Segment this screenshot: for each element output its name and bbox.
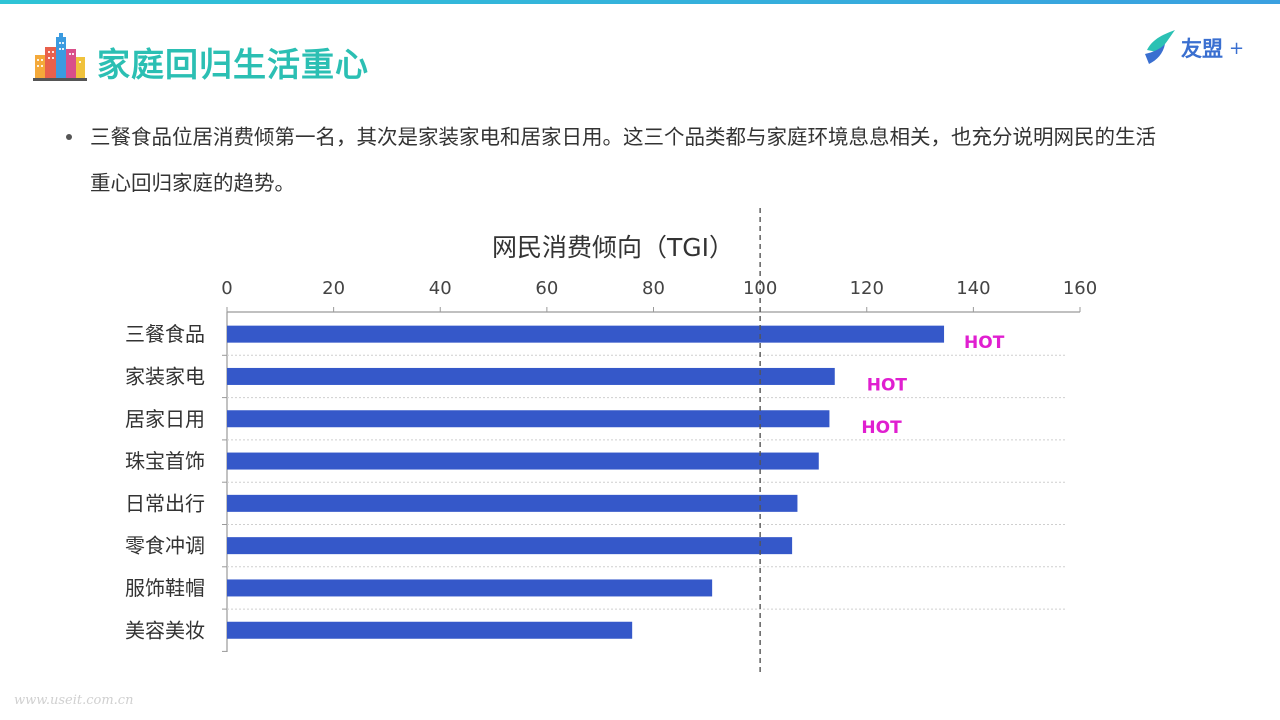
brand-name: 友盟: [1181, 37, 1223, 61]
x-tick-label-1: 20: [322, 278, 345, 299]
page-title: 家庭回归生活重心: [97, 45, 369, 84]
bar-5: [227, 537, 793, 555]
bar-0: [227, 325, 945, 343]
bar-3: [227, 452, 819, 470]
category-label-5: 零食冲调: [125, 534, 205, 558]
category-label-1: 家装家电: [125, 364, 205, 388]
bar-7: [227, 621, 633, 639]
brand-suffix: +: [1229, 37, 1245, 59]
brand-logo: 友盟 +: [1143, 26, 1244, 70]
category-label-7: 美容美妆: [125, 618, 205, 642]
category-label-0: 三餐食品: [125, 322, 205, 346]
category-label-2: 居家日用: [125, 407, 205, 431]
bar-1: [227, 367, 835, 385]
summary-bullet: 三餐食品位居消费倾第一名，其次是家装家电和居家日用。这三个品类都与家庭环境息息相…: [66, 114, 1176, 206]
x-tick-label-6: 120: [850, 278, 884, 299]
hot-annotation-0: HOT: [964, 333, 1005, 353]
city-buildings-icon: [33, 33, 87, 81]
bar-4: [227, 494, 798, 512]
x-tick-label-3: 60: [535, 278, 558, 299]
category-label-4: 日常出行: [125, 491, 205, 515]
x-tick-label-5: 100: [743, 278, 777, 299]
x-tick-label-7: 140: [956, 278, 990, 299]
x-tick-label-2: 40: [429, 278, 452, 299]
umeng-bird-icon: [1145, 30, 1175, 64]
chart-title: 网民消费倾向（TGI）: [491, 233, 735, 262]
bullet-dot-icon: [66, 134, 72, 140]
summary-text: 三餐食品位居消费倾第一名，其次是家装家电和居家日用。这三个品类都与家庭环境息息相…: [90, 125, 1156, 195]
bar-2: [227, 410, 830, 428]
chart-title-wrap: 网民消费倾向（TGI）: [0, 228, 1280, 264]
category-label-6: 服饰鞋帽: [125, 576, 205, 600]
bar-6: [227, 579, 713, 597]
watermark: www.useit.com.cn: [14, 693, 134, 708]
hot-annotation-2: HOT: [861, 418, 902, 438]
hot-annotation-1: HOT: [867, 375, 908, 395]
category-label-3: 珠宝首饰: [125, 449, 205, 473]
x-tick-label-0: 0: [221, 278, 232, 299]
x-tick-label-4: 80: [642, 278, 665, 299]
x-tick-label-8: 160: [1063, 278, 1097, 299]
top-accent-rule: [0, 0, 1280, 4]
